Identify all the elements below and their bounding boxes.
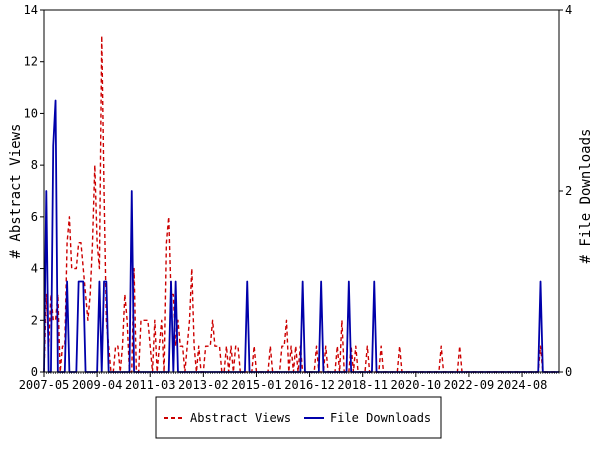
x-axis-tick-label: 2016-12 — [284, 378, 335, 392]
x-axis-tick-label: 2022-09 — [444, 378, 495, 392]
x-axis-tick-label: 2018-11 — [337, 378, 388, 392]
left-axis-title: # Abstract Views — [8, 124, 24, 259]
left-axis-tick-label: 12 — [24, 55, 38, 69]
x-axis-tick-label: 2015-01 — [231, 378, 282, 392]
legend-box — [155, 396, 442, 439]
x-axis: 2007-05 2009-04 2011-03 2013-02 2015-01 2016-… — [19, 372, 560, 392]
left-axis-tick-label: 4 — [31, 262, 38, 276]
left-axis-tick-label: 14 — [24, 3, 38, 17]
x-axis-tick-label: 2013-02 — [178, 378, 229, 392]
right-axis-title: # File Downloads — [578, 129, 594, 264]
right-axis-tick-label: 0 — [565, 365, 572, 379]
left-axis-tick-label: 2 — [31, 313, 38, 327]
left-axis-tick-label: 0 — [31, 365, 38, 379]
left-axis: 0 2 4 6 8 10 12 14 — [24, 3, 44, 379]
x-axis-tick-label: 2024-08 — [497, 378, 548, 392]
left-axis-tick-label: 8 — [31, 158, 38, 172]
left-axis-tick-label: 6 — [31, 210, 38, 224]
right-axis: 0 2 4 — [559, 3, 572, 379]
x-axis-tick-label: 2007-05 — [19, 378, 70, 392]
x-axis-tick-label: 2020-10 — [391, 378, 442, 392]
legend-label-abstract-views: Abstract Views — [190, 411, 291, 425]
left-axis-tick-label: 10 — [24, 106, 38, 120]
right-axis-tick-label: 2 — [565, 184, 572, 198]
legend: Abstract Views File Downloads — [155, 396, 442, 439]
legend-label-file-downloads: File Downloads — [330, 411, 431, 425]
right-axis-tick-label: 4 — [565, 3, 572, 17]
x-axis-tick-label: 2011-03 — [125, 378, 176, 392]
x-axis-tick-label: 2009-04 — [72, 378, 123, 392]
